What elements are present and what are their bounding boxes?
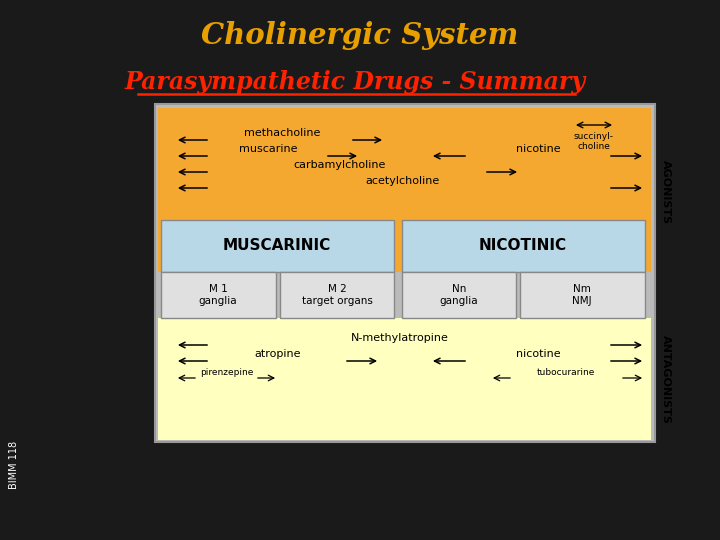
Bar: [520, 272, 645, 318]
Bar: [155, 104, 655, 442]
Text: MUSCARINIC: MUSCARINIC: [223, 239, 331, 253]
Text: succinyl-
choline: succinyl- choline: [574, 132, 614, 151]
Text: muscarine: muscarine: [239, 144, 297, 154]
Bar: [280, 272, 394, 318]
Bar: [158, 318, 651, 440]
Text: nicotine: nicotine: [516, 144, 560, 154]
Bar: [161, 272, 276, 318]
Text: Parasympathetic Drugs - Summary: Parasympathetic Drugs - Summary: [125, 70, 585, 94]
Text: NICOTINIC: NICOTINIC: [479, 239, 567, 253]
Bar: [158, 108, 651, 272]
Text: acetylcholine: acetylcholine: [365, 176, 439, 186]
Bar: [402, 220, 645, 272]
Text: Cholinergic System: Cholinergic System: [202, 21, 518, 50]
Text: M 1
ganglia: M 1 ganglia: [199, 284, 238, 306]
Text: M 2
target organs: M 2 target organs: [302, 284, 372, 306]
Bar: [402, 272, 516, 318]
Text: pirenzepine: pirenzepine: [200, 368, 253, 377]
Text: ANTAGONISTS: ANTAGONISTS: [661, 335, 671, 423]
Text: methacholine: methacholine: [244, 128, 320, 138]
Text: carbamylcholine: carbamylcholine: [294, 160, 386, 170]
Text: atropine: atropine: [255, 349, 301, 359]
Bar: [161, 220, 394, 272]
Text: BIMM 118: BIMM 118: [9, 441, 19, 489]
Text: tubocurarine: tubocurarine: [537, 368, 595, 377]
Text: Nn
ganglia: Nn ganglia: [440, 284, 478, 306]
Text: N-methylatropine: N-methylatropine: [351, 333, 449, 343]
Text: nicotine: nicotine: [516, 349, 560, 359]
Text: Nm
NMJ: Nm NMJ: [572, 284, 592, 306]
Text: AGONISTS: AGONISTS: [661, 160, 671, 224]
